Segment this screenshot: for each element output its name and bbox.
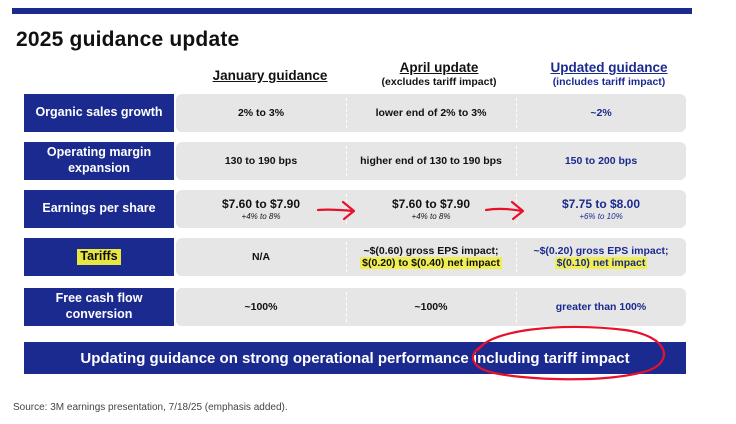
cell-january: $7.60 to $7.90 +4% to 8% xyxy=(221,197,301,221)
cell-january: N/A xyxy=(251,251,271,263)
column-header-april: April update (excludes tariff impact) xyxy=(381,60,497,88)
cell-april: lower end of 2% to 3% xyxy=(375,107,487,119)
column-header-january: January guidance xyxy=(212,68,328,83)
cell-april: higher end of 130 to 190 bps xyxy=(360,155,502,167)
row-label-free-cash-flow: Free cash flow conversion xyxy=(24,288,174,326)
row-label-tariffs: Tariffs xyxy=(24,238,174,276)
cell-april: ~100% xyxy=(414,301,448,313)
slide: 2025 guidance update January guidance Ap… xyxy=(12,8,692,380)
cell-updated: 150 to 200 bps xyxy=(564,155,638,167)
table-row: $7.60 to $7.90 +4% to 8% $7.60 to $7.90 … xyxy=(176,190,686,228)
row-label-organic-sales: Organic sales growth xyxy=(24,94,174,132)
slide-title: 2025 guidance update xyxy=(16,28,240,51)
cell-april: $7.60 to $7.90 +4% to 8% xyxy=(391,197,471,221)
source-caption: Source: 3M earnings presentation, 7/18/2… xyxy=(13,402,288,413)
table-row: 130 to 190 bps higher end of 130 to 190 … xyxy=(176,142,686,180)
cell-april: ~$(0.60) gross EPS impact; $(0.20) to $(… xyxy=(360,245,502,269)
cell-january: 130 to 190 bps xyxy=(224,155,298,167)
summary-banner: Updating guidance on strong operational … xyxy=(24,342,686,374)
table-row: ~100% ~100% greater than 100% xyxy=(176,288,686,326)
cell-updated: greater than 100% xyxy=(555,301,647,313)
row-label-operating-margin: Operating margin expansion xyxy=(24,142,174,180)
cell-january: 2% to 3% xyxy=(237,107,285,119)
cell-january: ~100% xyxy=(244,301,278,313)
cell-updated: ~2% xyxy=(590,107,612,119)
row-label-eps: Earnings per share xyxy=(24,190,174,228)
table-row: 2% to 3% lower end of 2% to 3% ~2% xyxy=(176,94,686,132)
cell-updated: $7.75 to $8.00 +6% to 10% xyxy=(561,197,641,221)
cell-updated: ~$(0.20) gross EPS impact; $(0.10) net i… xyxy=(533,245,669,269)
table-row: N/A ~$(0.60) gross EPS impact; $(0.20) t… xyxy=(176,238,686,276)
top-bar xyxy=(12,8,692,14)
column-header-updated: Updated guidance (includes tariff impact… xyxy=(550,60,668,88)
